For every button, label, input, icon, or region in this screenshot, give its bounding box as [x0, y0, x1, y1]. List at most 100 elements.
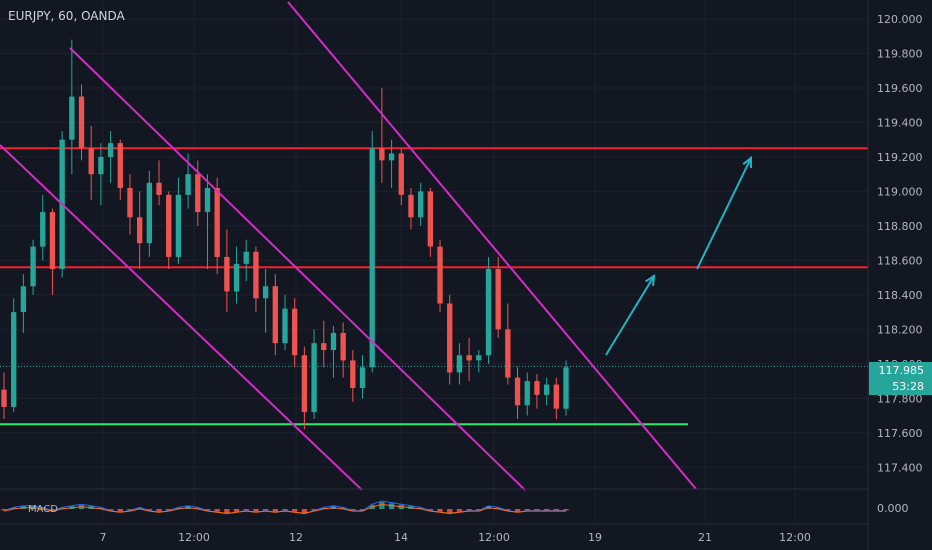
candle-body: [156, 182, 162, 195]
macd-histogram-bar: [417, 507, 424, 509]
price-tick-label: 119.600: [877, 82, 923, 95]
macd-histogram-bar: [534, 509, 540, 511]
countdown-label: 53:28: [892, 380, 924, 393]
price-tick-label: 119.800: [877, 47, 923, 60]
time-tick-label: 12: [289, 531, 303, 544]
candle-body: [563, 367, 569, 409]
channel-trendline: [287, 1, 697, 490]
candle-body: [127, 187, 133, 218]
price-tick-label: 119.400: [877, 116, 923, 129]
candle-body: [447, 303, 453, 373]
candle-body: [20, 286, 27, 313]
macd-histogram-bar: [292, 509, 298, 512]
candle-body: [408, 194, 414, 218]
candle-body: [417, 191, 424, 218]
price-tick-label: 120.000: [877, 13, 923, 26]
candle-body: [107, 143, 114, 157]
macd-histogram-bar: [282, 509, 288, 511]
candle-body: [98, 156, 104, 175]
macd-histogram-bar: [59, 507, 65, 509]
macd-histogram-bar: [340, 507, 346, 509]
macd-histogram-bar: [543, 509, 550, 511]
macd-histogram-bar: [514, 509, 521, 512]
macd-histogram-bar: [563, 509, 569, 511]
projection-arrow-head: [645, 274, 656, 287]
price-tick-label: 117.800: [877, 392, 923, 405]
macd-histogram-bar: [107, 509, 114, 511]
macd-axis-tick: 0.000: [877, 502, 909, 515]
macd-histogram-bar: [253, 509, 259, 512]
candle-body: [204, 187, 211, 213]
candle-body: [359, 367, 366, 388]
macd-pane: [1, 500, 569, 515]
candle-body: [466, 355, 472, 361]
drawings: [0, 1, 753, 491]
candle-body: [185, 174, 191, 195]
candle-body: [543, 384, 550, 395]
candle-body: [456, 355, 463, 373]
candle-body: [379, 148, 385, 161]
candle-body: [1, 389, 7, 407]
time-tick-label: 21: [698, 531, 712, 544]
horizontal-levels: [0, 147, 868, 426]
current-price-label: 117.985: [879, 364, 925, 377]
price-tick-label: 119.000: [877, 185, 923, 198]
candle-body: [534, 381, 540, 395]
time-tick-label: 7: [100, 531, 107, 544]
candle-body: [175, 194, 182, 257]
macd-histogram-bar: [447, 509, 453, 514]
macd-histogram-bar: [350, 509, 356, 511]
candle-body: [524, 381, 530, 406]
macd-histogram-bar: [524, 509, 530, 511]
candle-body: [146, 182, 153, 244]
candle-body: [301, 355, 308, 413]
candle-body: [437, 246, 443, 304]
candle-body: [117, 143, 123, 188]
candle-body: [272, 286, 278, 344]
candle-body: [340, 332, 346, 361]
candle-body: [224, 256, 230, 292]
macd-histogram-bar: [476, 509, 482, 511]
macd-histogram-bar: [243, 509, 249, 511]
macd-histogram-bar: [456, 509, 463, 512]
macd-histogram-bar: [1, 509, 7, 511]
macd-signal-line: [3, 503, 566, 514]
macd-histogram-bar: [262, 509, 269, 511]
candle-body: [253, 251, 259, 299]
macd-histogram-bar: [214, 509, 220, 512]
macd-histogram-bar: [127, 509, 133, 511]
projection-arrow-line: [696, 157, 752, 270]
candle-body: [262, 286, 269, 299]
macd-histogram-bar: [437, 509, 443, 512]
price-axis[interactable]: 120.000 119.800 119.600 119.400 119.200 119.0…: [877, 13, 923, 474]
macd-histogram-bar: [175, 507, 182, 509]
macd-histogram-bar: [166, 509, 172, 511]
macd-histogram-bar: [495, 507, 501, 509]
macd-histogram-bar: [11, 507, 17, 509]
candle-body: [282, 308, 288, 344]
macd-histogram-bar: [40, 507, 46, 509]
candle-body: [485, 269, 492, 356]
price-tick-label: 118.600: [877, 254, 923, 267]
candle-body: [214, 187, 220, 257]
macd-histogram-bar: [146, 509, 153, 511]
macd-histogram-bar: [195, 507, 201, 509]
current-price-badge: [869, 362, 932, 395]
candle-body: [388, 153, 395, 161]
price-tick-label: 118.800: [877, 220, 923, 233]
time-axis[interactable]: 7 12:00 12 14 12:00 19 21 12:00: [100, 531, 811, 544]
macd-label: MACD: [28, 504, 58, 515]
time-tick-label: 12:00: [779, 531, 811, 544]
candle-body: [243, 251, 249, 264]
price-tick-label: 118.200: [877, 323, 923, 336]
price-tick-label: 118.400: [877, 289, 923, 302]
macd-histogram-bar: [49, 509, 56, 511]
macd-histogram-bar: [204, 509, 211, 511]
macd-histogram-bar: [379, 502, 385, 509]
macd-histogram-bar: [388, 503, 395, 509]
candle-body: [505, 329, 511, 378]
candle-body: [49, 212, 56, 270]
candle-body: [553, 384, 559, 409]
candle-body: [311, 343, 317, 413]
